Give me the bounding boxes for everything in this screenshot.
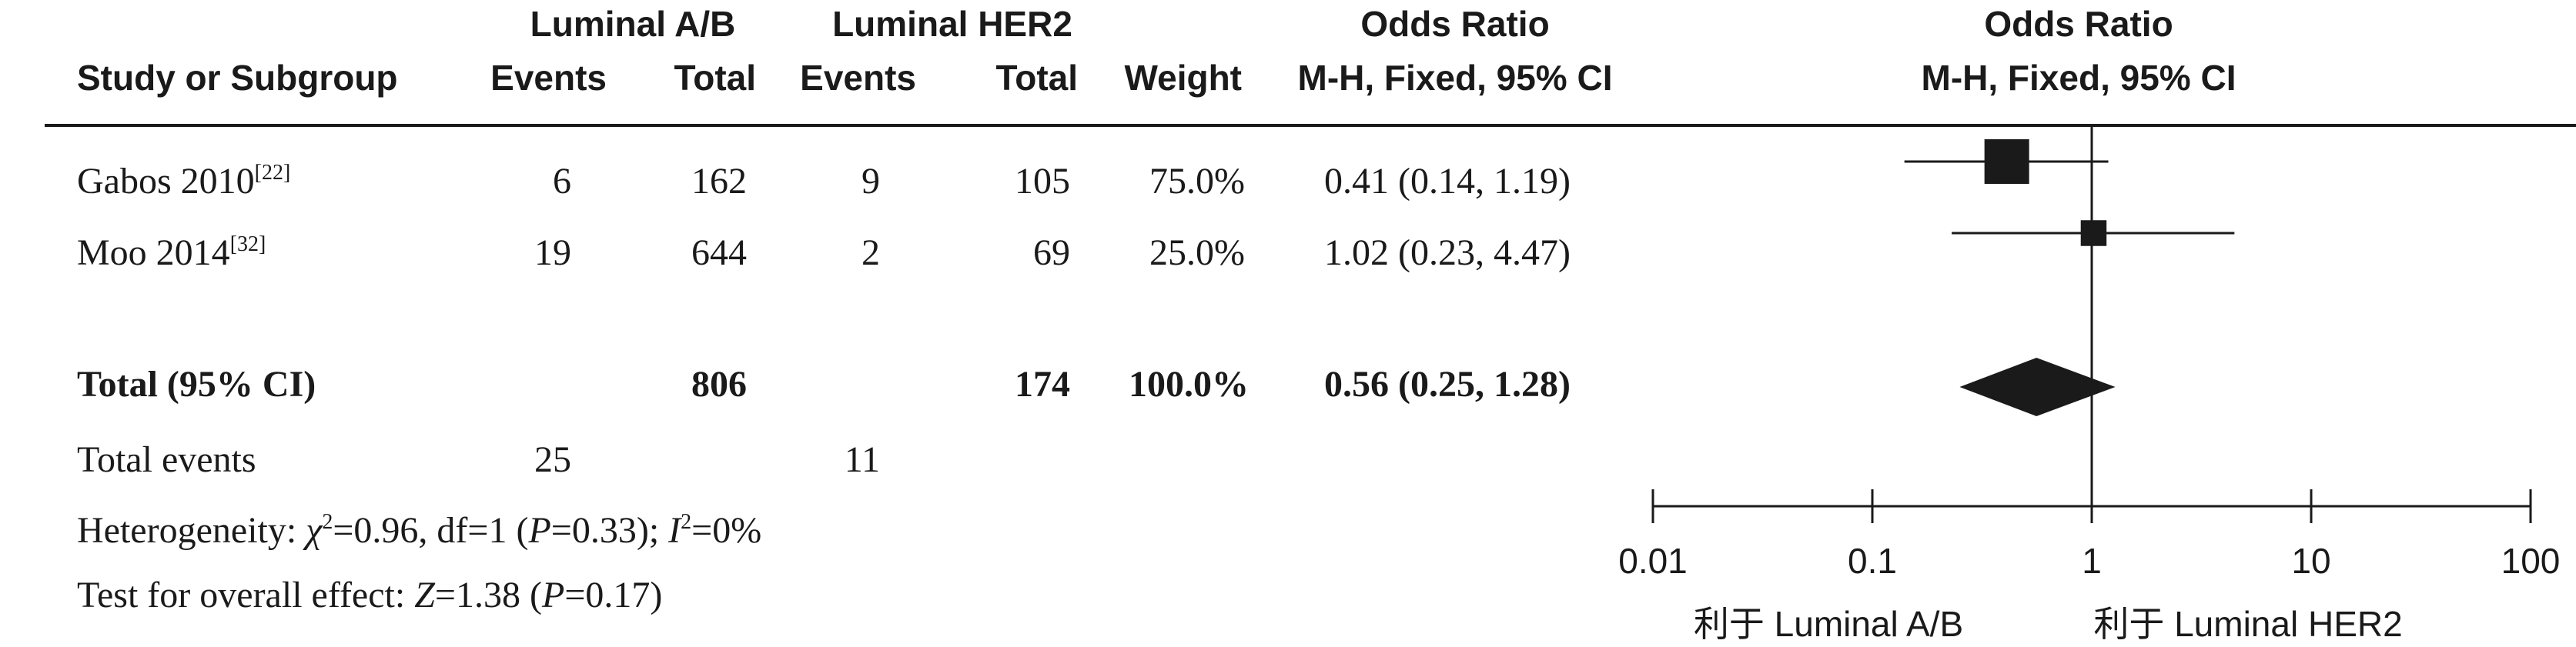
total-ci-text: 0.56 (0.25, 1.28) [1324, 364, 1571, 405]
overall-effect-text: Test for overall effect: Z=1.38 (P=0.17) [77, 575, 663, 615]
header-plot-title: Odds Ratio [1984, 4, 2173, 44]
header-total-1: Total [674, 58, 756, 98]
header-group1: Luminal A/B [530, 4, 736, 44]
study-box [2080, 220, 2107, 246]
x-tick-label: 1 [2082, 541, 2102, 581]
study-name: Moo 2014[32] [77, 232, 266, 273]
total-events-label: Total events [77, 439, 256, 480]
study-ref: [22] [254, 161, 291, 185]
header-weight: Weight [1124, 58, 1242, 98]
header-or-method: M-H, Fixed, 95% CI [1297, 58, 1613, 98]
weight: 75.0% [1149, 161, 1245, 202]
total-label: Total (95% CI) [77, 364, 316, 405]
events-2: 9 [861, 161, 880, 202]
total-events-2: 11 [844, 439, 880, 480]
header-group2: Luminal HER2 [832, 4, 1072, 44]
pooled-diamond [1959, 358, 2116, 416]
x-tick-label: 10 [2291, 541, 2331, 581]
header-or-title: Odds Ratio [1360, 4, 1550, 44]
heterogeneity-text: Heterogeneity: χ2=0.96, df=1 (P=0.33); I… [77, 510, 762, 551]
total-2: 105 [1015, 161, 1070, 202]
header-plot-method: M-H, Fixed, 95% CI [1921, 58, 2236, 98]
weight: 25.0% [1149, 232, 1245, 273]
total-2: 69 [1033, 232, 1070, 273]
events-1: 6 [553, 161, 571, 202]
header-study: Study or Subgroup [77, 58, 398, 98]
ci-text: 0.41 (0.14, 1.19) [1324, 161, 1571, 202]
events-1: 19 [534, 232, 571, 273]
x-tick-label: 0.1 [1848, 541, 1897, 581]
header-total-2: Total [995, 58, 1078, 98]
events-2: 2 [861, 232, 880, 273]
header-events-1: Events [490, 58, 607, 98]
header-events-2: Events [800, 58, 916, 98]
total-weight: 100.0% [1129, 364, 1249, 405]
total-total-2: 174 [1015, 364, 1070, 405]
total-total-1: 806 [691, 364, 747, 405]
study-ref: [32] [229, 232, 266, 256]
total-1: 162 [691, 161, 747, 202]
axis-right-label: 利于 Luminal HER2 [2093, 604, 2403, 644]
study-name: Gabos 2010[22] [77, 161, 291, 202]
total-events-1: 25 [534, 439, 571, 480]
study-box [1984, 139, 2029, 184]
x-tick-label: 0.01 [1618, 541, 1688, 581]
total-1: 644 [691, 232, 747, 273]
x-tick-label: 100 [2501, 541, 2561, 581]
axis-left-label: 利于 Luminal A/B [1693, 604, 1964, 644]
header-rule [45, 124, 2576, 127]
ci-text: 1.02 (0.23, 4.47) [1324, 232, 1571, 273]
